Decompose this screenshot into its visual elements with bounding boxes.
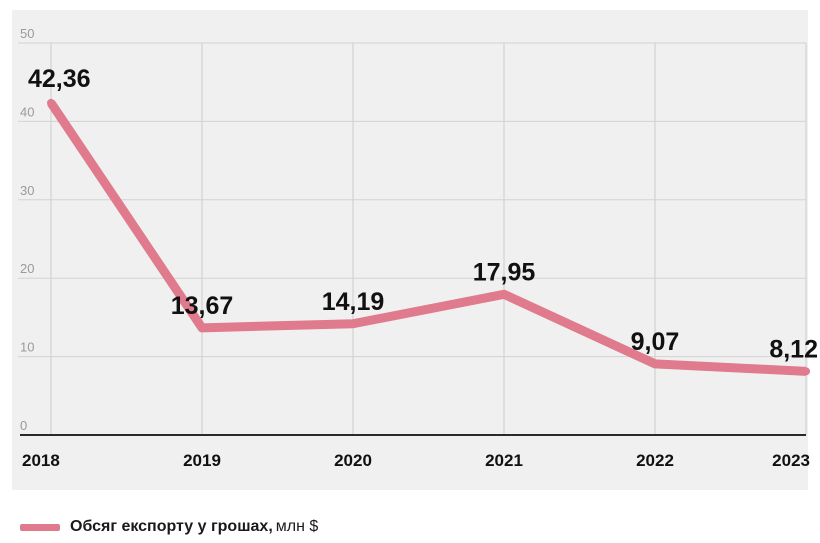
data-label: 9,07 (631, 328, 680, 356)
series-line (47, 100, 807, 376)
data-point (500, 290, 508, 299)
data-point (47, 98, 55, 107)
x-tick-label: 2020 (334, 451, 372, 470)
legend-series-name: Обсяг експорту у грошах, (70, 518, 273, 535)
data-point (198, 323, 206, 332)
x-tick-label: 2023 (772, 451, 810, 470)
data-point (802, 367, 810, 376)
data-label: 8,12 (769, 335, 818, 363)
legend-swatch (20, 523, 60, 531)
data-label: 14,19 (322, 288, 385, 316)
x-tick-label: 2021 (485, 451, 523, 470)
y-tick-label: 0 (20, 418, 27, 433)
data-point (651, 359, 659, 368)
x-tick-label: 2022 (636, 451, 674, 470)
plot-background (12, 10, 808, 490)
y-tick-label: 40 (20, 104, 34, 119)
legend: Обсяг експорту у грошах, млн $ (20, 515, 318, 539)
y-tick-label: 30 (20, 183, 34, 198)
y-tick-label: 50 (20, 26, 34, 41)
y-tick-label: 10 (20, 340, 34, 355)
legend-unit: млн $ (275, 518, 319, 535)
data-label: 42,36 (28, 65, 91, 93)
data-label: 13,67 (171, 292, 234, 320)
x-tick-label: 2019 (183, 451, 221, 470)
data-label: 17,95 (473, 258, 536, 286)
y-tick-label: 20 (20, 261, 34, 276)
data-point (349, 319, 357, 328)
x-tick-label: 2018 (22, 451, 60, 470)
